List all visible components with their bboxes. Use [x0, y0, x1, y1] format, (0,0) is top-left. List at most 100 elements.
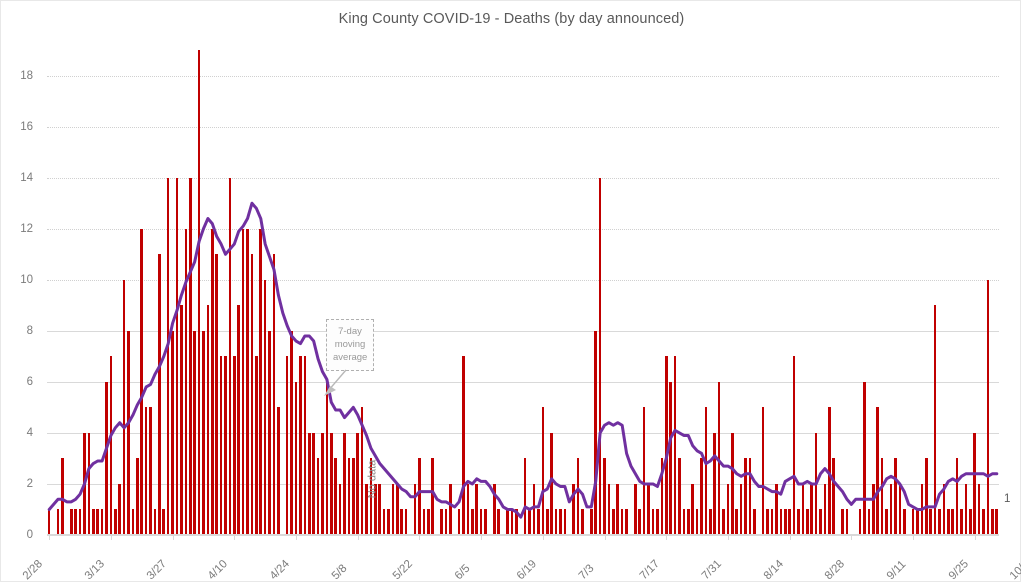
bar: [369, 458, 373, 535]
gridline: [47, 330, 999, 332]
x-tick-mark: [666, 535, 668, 540]
bar: [175, 177, 179, 535]
callout-line-3: average: [333, 352, 368, 363]
bar: [440, 509, 443, 535]
x-tick-label: 9/25: [946, 557, 971, 583]
bar: [828, 407, 831, 535]
bar: [91, 509, 95, 535]
bar: [396, 483, 399, 535]
bar: [660, 458, 664, 535]
bar: [329, 432, 333, 535]
bar: [902, 509, 906, 535]
moving-average-callout: 7-day moving average: [326, 319, 374, 371]
gridline: [47, 228, 999, 230]
bar: [625, 509, 628, 535]
bar: [122, 279, 126, 535]
bar: [418, 458, 421, 535]
bar: [686, 509, 690, 535]
bar: [497, 509, 501, 535]
gridline: [47, 432, 999, 434]
bar: [250, 254, 254, 535]
bar: [823, 483, 827, 535]
gridline: [47, 483, 999, 485]
bar: [166, 177, 170, 535]
bar: [457, 509, 461, 535]
bar: [739, 483, 743, 535]
bar: [642, 407, 646, 535]
bar: [69, 509, 73, 535]
bar: [510, 509, 514, 535]
bar: [105, 381, 108, 535]
bar: [462, 356, 465, 535]
bar: [924, 458, 928, 535]
y-tick-label: 18: [20, 69, 33, 82]
bar: [290, 330, 293, 535]
gridline: [47, 381, 999, 383]
bar: [889, 483, 893, 535]
bar: [343, 432, 346, 535]
bar: [448, 483, 452, 535]
bar: [819, 509, 822, 535]
bar: [598, 177, 602, 535]
x-tick-label: 4/24: [267, 557, 293, 583]
bar: [237, 305, 241, 535]
bar: [277, 407, 280, 535]
bar: [387, 509, 390, 535]
bar: [748, 458, 752, 535]
bar: [365, 483, 368, 535]
bar: [285, 356, 289, 535]
y-tick-label: 10: [20, 273, 33, 286]
bar: [673, 356, 677, 535]
bar: [334, 458, 337, 535]
bar: [713, 432, 717, 535]
y-tick-label: 0: [26, 529, 33, 541]
bar: [413, 483, 417, 535]
bar: [338, 483, 342, 535]
bar: [307, 432, 311, 535]
bar: [898, 483, 902, 535]
y-tick-label: 14: [20, 171, 33, 184]
bar: [753, 509, 756, 535]
bar: [246, 228, 249, 535]
bar: [550, 432, 553, 535]
bar: [378, 483, 382, 535]
bar: [576, 458, 580, 535]
x-tick-label: 3/27: [144, 557, 169, 583]
bar: [479, 509, 483, 535]
bar: [210, 228, 214, 535]
bar: [312, 432, 315, 535]
bar: [259, 228, 263, 535]
bar: [603, 458, 606, 535]
bar: [545, 509, 549, 535]
bar: [47, 509, 51, 535]
bar: [607, 483, 611, 535]
x-tick-mark: [419, 535, 421, 540]
bar: [559, 509, 562, 535]
bar: [431, 458, 434, 535]
bar: [872, 483, 875, 535]
bar: [554, 509, 558, 535]
bar: [938, 509, 941, 535]
bar: [788, 509, 791, 535]
bar: [422, 509, 426, 535]
bar: [933, 305, 937, 535]
bar: [206, 305, 210, 535]
bar: [960, 509, 963, 535]
bar: [523, 458, 527, 535]
bar: [202, 330, 205, 535]
bar: [656, 509, 659, 535]
bar: [647, 483, 650, 535]
bar: [682, 509, 686, 535]
x-axis-line: [47, 534, 999, 535]
bar: [127, 330, 130, 535]
x-tick-label: 8/28: [823, 557, 848, 583]
bar: [951, 509, 955, 535]
callout-arrow-icon: [324, 369, 347, 396]
bar: [299, 356, 302, 535]
bar: [977, 483, 981, 535]
bar: [858, 509, 862, 535]
bar: [634, 483, 637, 535]
bar: [219, 356, 223, 535]
x-tick-label: 9/11: [884, 558, 909, 583]
bar: [845, 509, 849, 535]
